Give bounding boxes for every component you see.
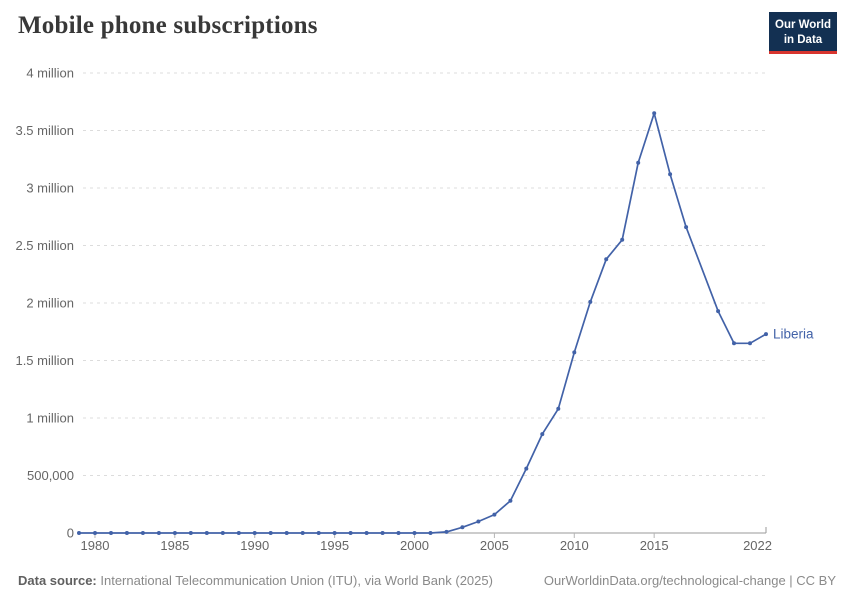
data-point[interactable] <box>268 531 273 535</box>
x-axis-label: 2005 <box>480 538 509 553</box>
chart-line[interactable] <box>78 112 767 534</box>
y-axis-label: 2 million <box>26 296 74 311</box>
y-axis-label: 2.5 million <box>15 238 74 253</box>
data-point[interactable] <box>508 498 513 503</box>
data-point[interactable] <box>668 172 673 177</box>
entity-label[interactable]: Liberia <box>773 327 814 342</box>
data-point[interactable] <box>316 531 321 535</box>
data-point[interactable] <box>588 299 593 304</box>
data-point[interactable] <box>252 531 257 535</box>
y-axis-label: 4 million <box>26 66 74 81</box>
data-point[interactable] <box>444 529 449 534</box>
x-axis-label: 2010 <box>560 538 589 553</box>
owid-logo[interactable]: Our World in Data <box>769 12 837 55</box>
data-point[interactable] <box>636 160 641 165</box>
data-point[interactable] <box>748 341 752 346</box>
y-axis-label: 1.5 million <box>15 353 74 368</box>
data-point[interactable] <box>540 432 545 437</box>
x-axis-label: 1995 <box>320 538 349 553</box>
data-point[interactable] <box>204 531 209 535</box>
x-axis-label: 2022 <box>743 538 772 553</box>
data-point[interactable] <box>188 531 193 535</box>
data-point[interactable] <box>236 531 241 535</box>
x-axis-label: 1980 <box>81 538 110 553</box>
x-axis-label: 1990 <box>240 538 269 553</box>
data-point[interactable] <box>172 531 177 535</box>
data-point[interactable] <box>77 531 81 535</box>
data-point[interactable] <box>620 237 625 242</box>
data-point[interactable] <box>460 525 465 530</box>
data-point[interactable] <box>396 531 401 535</box>
data-point[interactable] <box>220 531 225 535</box>
data-point[interactable] <box>652 111 657 116</box>
data-point[interactable] <box>492 512 497 517</box>
data-point[interactable] <box>716 309 721 314</box>
data-point[interactable] <box>332 531 337 535</box>
chart-footer: Data source: International Telecommunica… <box>18 573 836 588</box>
data-point[interactable] <box>140 531 145 535</box>
data-source-note: Data source: International Telecommunica… <box>18 573 493 588</box>
data-point[interactable] <box>348 531 353 535</box>
page-title: Mobile phone subscriptions <box>18 12 318 39</box>
data-point[interactable] <box>764 332 768 337</box>
data-point[interactable] <box>124 531 129 535</box>
y-axis-label: 3 million <box>26 181 74 196</box>
x-axis-label: 2015 <box>640 538 669 553</box>
data-point[interactable] <box>300 531 305 535</box>
data-point[interactable] <box>364 531 369 535</box>
y-axis-label: 500,000 <box>27 468 74 483</box>
owid-url-link[interactable]: OurWorldinData.org/technological-change … <box>543 573 836 588</box>
y-axis-label: 3.5 million <box>15 123 74 138</box>
data-point[interactable] <box>684 225 689 230</box>
data-point[interactable] <box>156 531 161 535</box>
data-point[interactable] <box>428 531 433 535</box>
data-point[interactable] <box>109 531 113 535</box>
data-source-text: International Telecommunication Union (I… <box>96 573 493 588</box>
data-point[interactable] <box>572 350 577 355</box>
data-point[interactable] <box>604 257 609 262</box>
y-axis-label: 0 <box>67 526 74 541</box>
data-point[interactable] <box>412 531 417 535</box>
data-point[interactable] <box>380 531 385 535</box>
y-axis-label: 1 million <box>26 411 74 426</box>
x-axis-label: 2000 <box>400 538 429 553</box>
data-point[interactable] <box>556 406 561 411</box>
owid-logo-line1: Our World <box>775 19 832 31</box>
data-point[interactable] <box>476 519 481 524</box>
data-point[interactable] <box>732 341 736 346</box>
data-source-label: Data source: <box>18 573 97 588</box>
owid-logo-line2: in Data <box>783 33 823 46</box>
data-point[interactable] <box>93 531 97 535</box>
x-axis-label: 1985 <box>160 538 189 553</box>
data-point[interactable] <box>524 466 529 471</box>
data-point[interactable] <box>284 531 289 535</box>
